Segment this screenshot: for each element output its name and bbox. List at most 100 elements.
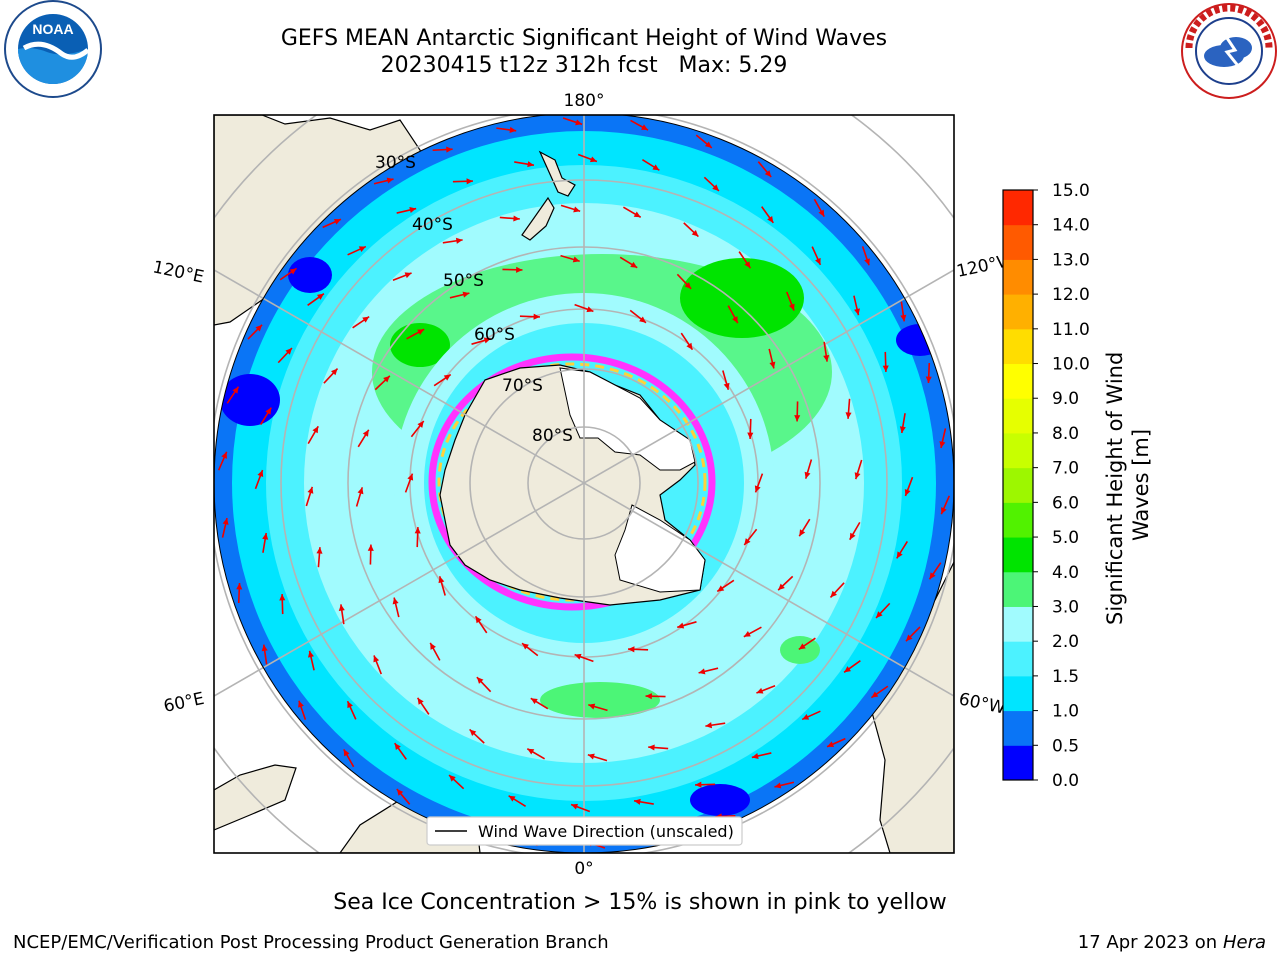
wave-arrow-head xyxy=(587,753,595,760)
wave-arrow-head xyxy=(799,529,806,537)
wave-arrow-head xyxy=(331,368,338,376)
wave-arrow-head xyxy=(289,268,297,275)
wave-arrow-head xyxy=(417,421,424,428)
wave-arrow-head xyxy=(756,687,764,694)
colorbar-label: Significant Height of Wind Waves [m] xyxy=(1103,345,1153,625)
lon-label-120e: 120°E xyxy=(151,257,206,287)
colorbar-label-line1: Significant Height of Wind xyxy=(1103,352,1127,625)
colorbar-tick-label: 7.0 xyxy=(1052,459,1079,479)
wave-arrow-head xyxy=(925,376,932,383)
wave-arrow-head xyxy=(677,622,685,629)
ice-shelf-weddell xyxy=(614,504,706,593)
wave-arrow-head xyxy=(527,161,534,168)
map-frame xyxy=(213,114,955,854)
colorbar-tick-label: 14.0 xyxy=(1052,216,1090,236)
colorbar-tick-label: 11.0 xyxy=(1052,320,1090,340)
wave-arrow-head xyxy=(778,583,785,591)
wave-arrow-head xyxy=(871,691,879,698)
colorbar-label-line2: Waves [m] xyxy=(1129,429,1153,541)
wave-arrow-head xyxy=(876,611,883,618)
colorbar-segment xyxy=(1003,537,1033,573)
colorbar-tick-label: 12.0 xyxy=(1052,285,1090,305)
lon-label-180: 180° xyxy=(564,91,605,111)
wave-arrow-head xyxy=(751,753,759,759)
colorbar-segment xyxy=(1003,641,1033,677)
noaa-logo-icon: NOAA xyxy=(4,0,102,98)
wave-arrow-head xyxy=(262,533,269,540)
wave-arrow-head xyxy=(818,209,825,217)
lat-label-40s: 40°S xyxy=(412,215,453,235)
wave-arrow-head xyxy=(704,141,712,148)
colorbar-tick-label: 13.0 xyxy=(1052,250,1090,270)
wave-arrow-head xyxy=(896,551,903,559)
wave-arrow-head xyxy=(236,583,243,590)
wave-arrow-head xyxy=(823,354,830,362)
wave-arrow-head xyxy=(586,306,594,313)
wave-arrow-head xyxy=(257,470,264,478)
wave-arrow-head xyxy=(845,412,852,419)
wave-arrow-head xyxy=(882,365,889,372)
wave-arrow-head xyxy=(409,207,417,213)
wave-arrow-head xyxy=(684,282,692,289)
colorbar-segment xyxy=(1003,745,1033,781)
lon-label-60e: 60°E xyxy=(162,689,206,717)
wave-arrow-head xyxy=(571,803,579,810)
wave-arrow-head xyxy=(455,237,463,244)
new-zealand-land xyxy=(538,150,576,197)
wave-arrow-head xyxy=(533,313,540,320)
wave-arrow-head xyxy=(516,266,523,273)
colorbar-tick-label: 1.5 xyxy=(1052,667,1079,687)
wave-arrow-head xyxy=(527,748,535,755)
wave-arrow-head xyxy=(939,441,946,448)
colorbar-segment xyxy=(1003,710,1033,746)
wave-arrow-head xyxy=(443,374,451,381)
colorbar-tick-label: 3.0 xyxy=(1052,597,1079,617)
credit-line: NCEP/EMC/Verification Post Processing Pr… xyxy=(13,932,609,953)
colorbar-segment xyxy=(1003,571,1033,607)
wave-arrow-head xyxy=(929,572,936,580)
wave-arrow-head xyxy=(407,473,414,481)
wave-arrow-head xyxy=(686,342,693,350)
wave-arrow-head xyxy=(509,126,517,133)
graticule xyxy=(214,115,954,853)
wave-arrow-head xyxy=(469,729,477,736)
wave-arrow-head xyxy=(788,303,795,311)
wave-arrow-head xyxy=(347,701,353,709)
chart-title: GEFS MEAN Antarctic Significant Height o… xyxy=(280,26,888,51)
wave-arrow-head xyxy=(747,432,754,439)
machine-name: Hera xyxy=(1222,932,1266,953)
wave-arrow-head xyxy=(386,177,394,184)
wave-arrow-head xyxy=(744,261,751,269)
colorbar-tick-label: 8.0 xyxy=(1052,424,1079,444)
colorbar-tick-label: 4.0 xyxy=(1052,563,1079,583)
wave-arrow-head xyxy=(308,650,314,658)
wave-arrow-head xyxy=(333,219,341,225)
wave-arrow-head xyxy=(574,653,582,660)
wave-arrow-head xyxy=(513,215,520,222)
wave-arrow-head xyxy=(854,308,860,316)
wave-arrow-head xyxy=(573,206,581,213)
colorbar-segment xyxy=(1003,294,1033,330)
wave-arrow-head xyxy=(698,668,706,675)
wave-arrow-head xyxy=(941,507,947,515)
lat-label-80s: 80°S xyxy=(532,426,573,446)
wave-arrow-head xyxy=(475,616,482,624)
colorbar-segment xyxy=(1003,398,1033,434)
lon-label-0: 0° xyxy=(574,859,593,879)
wave-arrow-head xyxy=(417,697,424,705)
wave-arrow-head xyxy=(265,407,272,415)
wave-arrow-head xyxy=(744,538,751,545)
svg-text:NOAA: NOAA xyxy=(32,21,73,37)
wave-arrow-head xyxy=(316,547,323,554)
wave-arrow-head xyxy=(417,329,425,335)
colorbar-segment xyxy=(1003,224,1033,260)
wave-arrow-head xyxy=(769,361,776,369)
colorbar-segment xyxy=(1003,467,1033,503)
colorbar-tick-label: 6.0 xyxy=(1052,493,1079,513)
wave-arrow-head xyxy=(849,532,856,540)
wave-arrow-head xyxy=(705,722,713,729)
wave-arrow-head xyxy=(794,415,801,422)
wave-arrow-head xyxy=(900,314,907,322)
wave-arrow-head xyxy=(754,485,761,493)
